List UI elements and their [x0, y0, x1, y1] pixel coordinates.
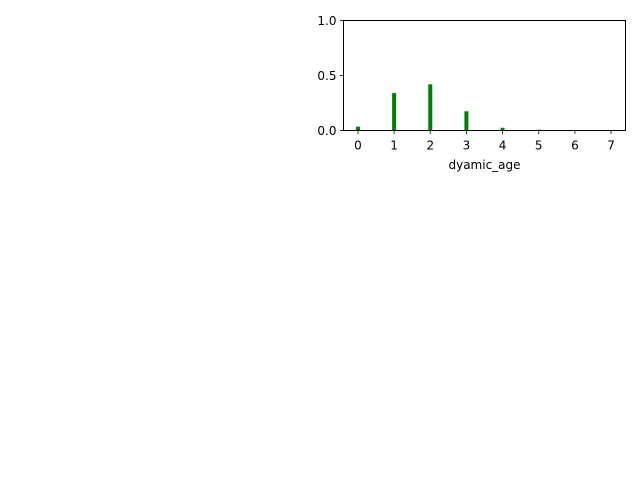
x-tick-label-0: 0 — [354, 139, 362, 153]
bar-0 — [355, 126, 360, 131]
x-tick-label-3: 3 — [463, 139, 471, 153]
x-tick-label-6: 6 — [571, 139, 579, 153]
y-tick-label-0: 0.0 — [317, 124, 336, 138]
bars-group — [355, 84, 577, 131]
x-tick-label-4: 4 — [499, 139, 507, 153]
x-tick-label-7: 7 — [607, 139, 615, 153]
bar-4 — [500, 127, 505, 131]
y-tick-label-1: 0.5 — [317, 69, 336, 83]
x-axis-label: dyamic_age — [448, 158, 520, 172]
x-tick-label-5: 5 — [535, 139, 543, 153]
plot-frame — [343, 20, 626, 131]
bar-3 — [464, 111, 469, 131]
y-tick-label-2: 1.0 — [317, 14, 336, 28]
bar-1 — [392, 93, 397, 131]
x-axis: 0 1 2 3 4 5 6 7 — [354, 130, 615, 153]
x-tick-label-1: 1 — [390, 139, 398, 153]
y-axis: 0.0 0.5 1.0 — [317, 14, 344, 138]
bar-2 — [428, 84, 433, 131]
x-tick-label-2: 2 — [426, 139, 434, 153]
